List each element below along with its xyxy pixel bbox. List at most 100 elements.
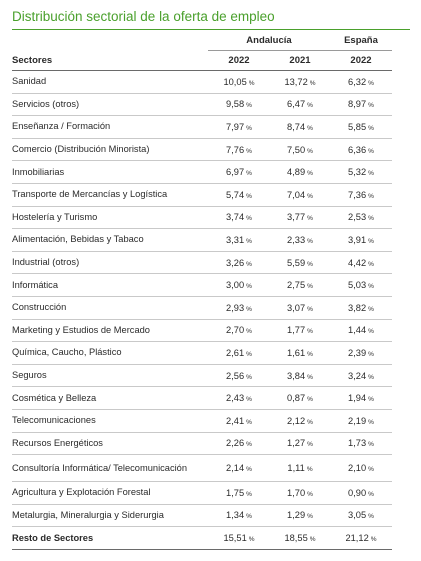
sector-label: Informática xyxy=(12,273,208,297)
percent-unit: % xyxy=(368,124,374,132)
value-number: 1,27 xyxy=(287,438,306,449)
percent-unit: % xyxy=(368,170,374,178)
value-andalucia-2021: 2,33% xyxy=(270,228,330,252)
value-number: 2,19 xyxy=(348,415,367,426)
percent-unit: % xyxy=(246,124,252,132)
percent-unit: % xyxy=(309,536,316,544)
percent-unit: % xyxy=(307,490,313,498)
value-andalucia-2021: 18,55% xyxy=(270,526,330,550)
column-header-espana-2022: 2022 xyxy=(330,50,392,71)
table-row: Química, Caucho, Plástico 2,61% 1,61% 2,39% xyxy=(12,341,392,365)
percent-unit: % xyxy=(368,147,374,155)
value-andalucia-2021: 1,61% xyxy=(270,341,330,365)
value-andalucia-2021: 8,74% xyxy=(270,115,330,139)
value-andalucia-2022: 2,70% xyxy=(208,319,270,343)
value-number: 4,42 xyxy=(348,257,367,268)
value-number: 1,94 xyxy=(348,393,367,404)
value-espana-2022: 3,91% xyxy=(330,228,392,252)
sector-label: Consultoría Informática/ Telecomunicació… xyxy=(12,454,208,483)
value-number: 10,05 xyxy=(223,76,247,87)
table-row: Agricultura y Explotación Forestal 1,75% 1… xyxy=(12,481,392,505)
value-andalucia-2022: 10,05% xyxy=(208,70,270,94)
value-espana-2022: 1,44% xyxy=(330,319,392,343)
value-number: 6,97 xyxy=(226,167,245,178)
sector-label: Agricultura y Explotación Forestal xyxy=(12,481,208,505)
value-number: 8,74 xyxy=(287,121,306,132)
value-andalucia-2022: 7,97% xyxy=(208,115,270,139)
percent-unit: % xyxy=(246,441,252,449)
column-header-row: Sectores 2022 2021 2022 xyxy=(12,50,392,71)
percent-unit: % xyxy=(307,192,313,200)
sector-label: Hostelería y Turismo xyxy=(12,206,208,230)
table-row: Alimentación, Bebidas y Tabaco 3,31% 2,33%… xyxy=(12,228,392,252)
value-andalucia-2022: 3,74% xyxy=(208,206,270,230)
percent-unit: % xyxy=(246,513,252,521)
sector-label: Industrial (otros) xyxy=(12,251,208,275)
value-number: 2,53 xyxy=(348,212,367,223)
percent-unit: % xyxy=(246,147,252,155)
percent-unit: % xyxy=(307,418,313,426)
value-andalucia-2022: 9,58% xyxy=(208,93,270,117)
percent-unit: % xyxy=(246,305,252,313)
value-andalucia-2021: 6,47% xyxy=(270,93,330,117)
percent-unit: % xyxy=(248,536,255,544)
percent-unit: % xyxy=(368,396,374,404)
sector-label: Resto de Sectores xyxy=(12,526,208,550)
value-number: 2,10 xyxy=(348,463,367,474)
value-number: 7,97 xyxy=(226,121,245,132)
percent-unit: % xyxy=(307,102,313,110)
value-number: 2,93 xyxy=(226,302,245,313)
value-number: 5,59 xyxy=(287,257,306,268)
value-andalucia-2021: 1,70% xyxy=(270,481,330,505)
value-espana-2022: 21,12% xyxy=(330,526,392,550)
table-row: Comercio (Distribución Minorista) 7,76% 7,… xyxy=(12,138,392,162)
percent-unit: % xyxy=(307,328,313,336)
percent-unit: % xyxy=(246,350,252,358)
table-row: Construcción 2,93% 3,07% 3,82% xyxy=(12,296,392,320)
value-andalucia-2022: 3,31% xyxy=(208,228,270,252)
value-espana-2022: 5,03% xyxy=(330,273,392,297)
value-number: 1,75 xyxy=(226,487,245,498)
value-andalucia-2021: 7,50% xyxy=(270,138,330,162)
percent-unit: % xyxy=(246,328,252,336)
percent-unit: % xyxy=(246,260,252,268)
value-espana-2022: 3,05% xyxy=(330,504,392,528)
value-number: 21,12 xyxy=(345,533,369,544)
percent-unit: % xyxy=(307,215,313,223)
percent-unit: % xyxy=(368,418,374,426)
percent-unit: % xyxy=(307,147,313,155)
percent-unit: % xyxy=(368,305,374,313)
percent-unit: % xyxy=(307,237,313,245)
value-andalucia-2021: 3,77% xyxy=(270,206,330,230)
value-number: 1,77 xyxy=(287,325,306,336)
value-number: 6,32 xyxy=(348,76,367,87)
percent-unit: % xyxy=(368,79,374,87)
percent-unit: % xyxy=(246,283,252,291)
value-number: 3,31 xyxy=(226,234,245,245)
column-header-sectores: Sectores xyxy=(12,50,208,71)
value-number: 3,91 xyxy=(348,234,367,245)
value-number: 2,70 xyxy=(226,325,245,336)
percent-unit: % xyxy=(246,373,252,381)
table-row: Sanidad 10,05% 13,72% 6,32% xyxy=(12,70,392,94)
sector-label: Enseñanza / Formación xyxy=(12,115,208,139)
percent-unit: % xyxy=(307,124,313,132)
value-number: 1,44 xyxy=(348,325,367,336)
value-espana-2022: 2,53% xyxy=(330,206,392,230)
percent-unit: % xyxy=(307,305,313,313)
value-espana-2022: 6,32% xyxy=(330,70,392,94)
percent-unit: % xyxy=(368,260,374,268)
sector-label: Química, Caucho, Plástico xyxy=(12,341,208,365)
value-number: 15,51 xyxy=(223,533,247,544)
value-andalucia-2022: 3,00% xyxy=(208,273,270,297)
value-andalucia-2021: 1,27% xyxy=(270,432,330,456)
value-number: 1,70 xyxy=(287,487,306,498)
value-number: 6,47 xyxy=(287,99,306,110)
value-andalucia-2022: 2,61% xyxy=(208,341,270,365)
table-row: Servicios (otros) 9,58% 6,47% 8,97% xyxy=(12,93,392,117)
value-andalucia-2021: 7,04% xyxy=(270,183,330,207)
value-number: 2,43 xyxy=(226,393,245,404)
value-andalucia-2021: 13,72% xyxy=(270,70,330,94)
value-number: 0,90 xyxy=(348,487,367,498)
value-andalucia-2022: 2,56% xyxy=(208,364,270,388)
